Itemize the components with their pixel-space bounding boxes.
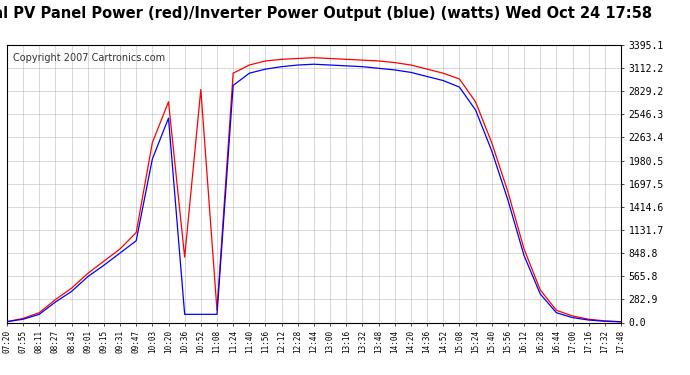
Text: Total PV Panel Power (red)/Inverter Power Output (blue) (watts) Wed Oct 24 17:58: Total PV Panel Power (red)/Inverter Powe… [0,6,653,21]
Text: Copyright 2007 Cartronics.com: Copyright 2007 Cartronics.com [13,53,165,63]
